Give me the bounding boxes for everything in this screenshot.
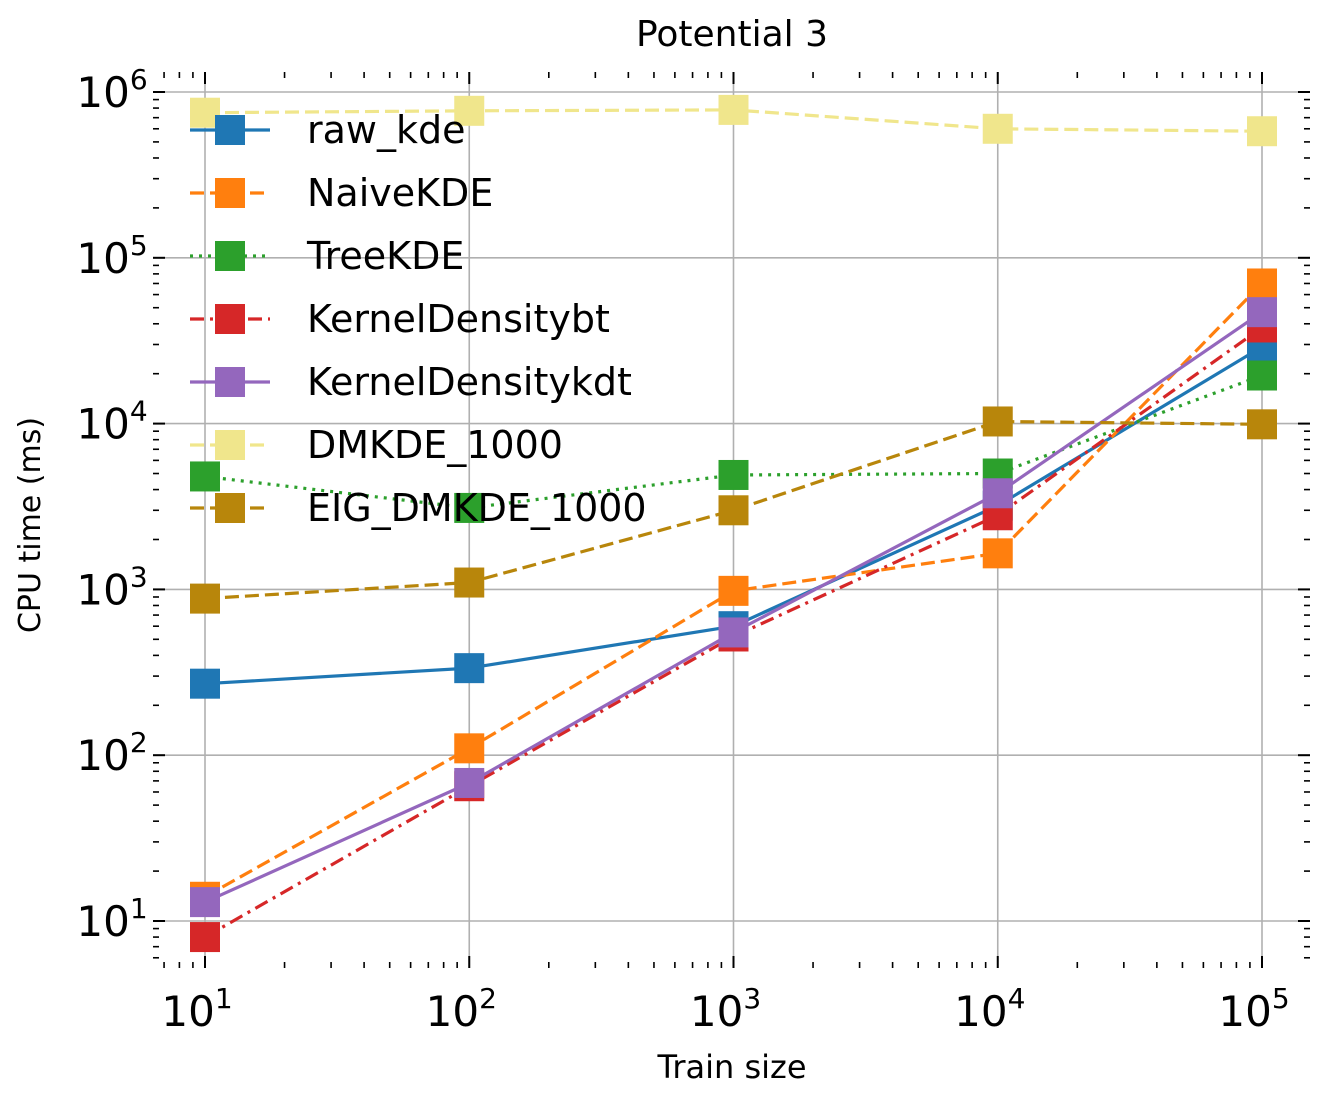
legend-label: KernelDensitykdt: [307, 360, 632, 404]
legend-label: KernelDensitybt: [307, 297, 610, 341]
x-tick-base: 10: [161, 987, 214, 1036]
data-point-DMKDE_1000: [718, 94, 749, 125]
data-point-NaiveKDE: [982, 538, 1013, 569]
data-point-EIG_DMKDE_1000: [454, 567, 485, 598]
series-DMKDE_1000: [190, 94, 1277, 147]
x-tick-exponent: 1: [215, 982, 233, 1015]
data-point-KernelDensitykdt: [718, 617, 749, 648]
x-tick-exponent: 5: [1272, 982, 1290, 1015]
y-tick-label: 102: [76, 726, 147, 780]
y-tick-exponent: 6: [130, 63, 148, 96]
legend-entry: NaiveKDE: [190, 171, 493, 215]
y-tick-exponent: 1: [130, 892, 148, 925]
data-point-raw_kde: [454, 653, 485, 684]
minor-ticks: [153, 72, 1310, 968]
x-tick-base: 10: [954, 987, 1007, 1036]
x-tick-base: 10: [690, 987, 743, 1036]
y-tick-base: 10: [76, 565, 129, 614]
x-tick-exponent: 2: [479, 982, 497, 1015]
y-tick-exponent: 3: [130, 560, 148, 593]
data-point-raw_kde: [190, 668, 220, 699]
data-point-NaiveKDE: [1247, 268, 1277, 299]
series-KernelDensitykdt: [190, 297, 1277, 918]
legend-label: EIG_DMKDE_1000: [307, 486, 647, 530]
x-tick-exponent: 3: [743, 982, 761, 1015]
y-tick-label: 104: [76, 395, 147, 449]
legend-entry: KernelDensitykdt: [190, 360, 632, 404]
y-tick-exponent: 4: [130, 395, 148, 428]
data-point-TreeKDE: [1247, 360, 1277, 391]
x-tick-label: 102: [426, 982, 497, 1036]
x-tick-label: 104: [954, 982, 1025, 1036]
legend-entry: DMKDE_1000: [190, 423, 563, 467]
legend-label: TreeKDE: [306, 234, 464, 278]
y-tick-label: 101: [76, 892, 147, 946]
data-point-TreeKDE: [190, 461, 220, 492]
x-tick-label: 103: [690, 982, 761, 1036]
series-line-EIG_DMKDE_1000: [204, 419, 1263, 601]
legend-marker: [215, 493, 245, 523]
legend: raw_kde NaiveKDE TreeKDE KernelDensitybt Ker…: [190, 108, 647, 530]
legend-marker: [215, 178, 245, 208]
data-point-EIG_DMKDE_1000: [718, 495, 749, 526]
y-tick-base: 10: [76, 68, 129, 117]
legend-entry: EIG_DMKDE_1000: [190, 486, 647, 530]
legend-entry: TreeKDE: [190, 234, 464, 278]
legend-entry: KernelDensitybt: [190, 297, 610, 341]
x-tick-base: 10: [426, 987, 479, 1036]
y-tick-exponent: 5: [130, 229, 148, 262]
legend-label: NaiveKDE: [307, 171, 493, 215]
y-tick-label: 106: [76, 63, 147, 117]
legend-entry: raw_kde: [190, 108, 466, 152]
legend-label: raw_kde: [307, 108, 466, 152]
legend-marker: [215, 367, 245, 397]
data-point-KernelDensitykdt: [982, 478, 1013, 509]
data-point-EIG_DMKDE_1000: [190, 583, 220, 614]
legend-marker: [215, 304, 245, 334]
x-axis-label: Train size: [657, 1048, 807, 1086]
x-tick-base: 10: [1218, 987, 1271, 1036]
chart-title: Potential 3: [636, 14, 828, 55]
y-tick-base: 10: [76, 897, 129, 946]
data-point-NaiveKDE: [718, 575, 749, 606]
data-point-NaiveKDE: [454, 733, 485, 764]
legend-label: DMKDE_1000: [307, 423, 563, 467]
data-point-TreeKDE: [454, 492, 485, 523]
x-tick-exponent: 4: [1008, 982, 1026, 1015]
y-tick-label: 103: [76, 560, 147, 614]
y-tick-exponent: 2: [130, 726, 148, 759]
data-point-DMKDE_1000: [1247, 116, 1277, 147]
legend-marker: [215, 241, 245, 271]
data-point-KernelDensitykdt: [454, 767, 485, 798]
data-point-DMKDE_1000: [982, 113, 1013, 144]
y-tick-base: 10: [76, 400, 129, 449]
series-TreeKDE: [190, 360, 1277, 523]
data-point-KernelDensitykdt: [190, 887, 220, 918]
series-line-KernelDensitybt: [204, 326, 1263, 939]
x-tick-label: 101: [161, 982, 232, 1036]
y-axis-label: CPU time (ms): [13, 417, 48, 633]
data-point-KernelDensitykdt: [1247, 297, 1277, 328]
y-tick-base: 10: [76, 731, 129, 780]
data-point-EIG_DMKDE_1000: [982, 406, 1013, 437]
series-EIG_DMKDE_1000: [190, 406, 1277, 614]
data-point-EIG_DMKDE_1000: [1247, 409, 1277, 440]
y-tick-base: 10: [76, 234, 129, 283]
legend-marker: [215, 115, 245, 145]
x-tick-label: 105: [1218, 982, 1289, 1036]
data-point-DMKDE_1000: [454, 95, 485, 126]
data-point-KernelDensitybt: [190, 922, 220, 953]
y-tick-label: 105: [76, 229, 147, 283]
series-layer: [190, 94, 1277, 953]
legend-marker: [215, 430, 245, 460]
data-point-TreeKDE: [718, 459, 749, 490]
